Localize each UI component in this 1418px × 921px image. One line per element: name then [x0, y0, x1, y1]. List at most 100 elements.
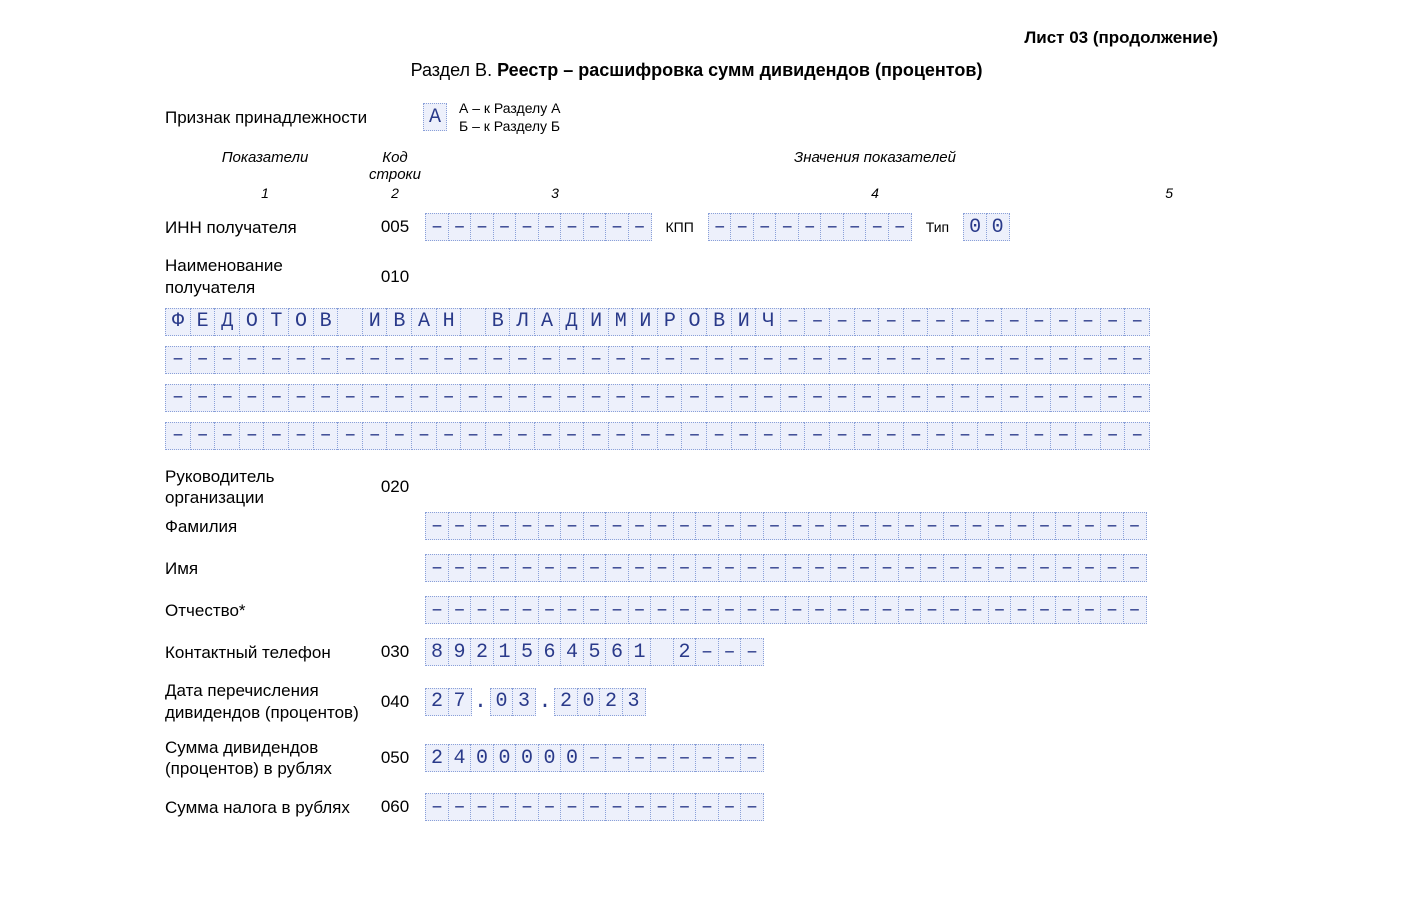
cell[interactable]: – [632, 422, 658, 450]
cell[interactable]: – [1055, 596, 1079, 624]
cell[interactable]: В [313, 308, 339, 336]
cell[interactable]: – [854, 346, 880, 374]
cell[interactable]: – [875, 596, 899, 624]
cell[interactable]: – [927, 384, 953, 412]
cell[interactable]: – [608, 422, 634, 450]
cell[interactable]: – [509, 384, 535, 412]
cell[interactable]: – [830, 512, 854, 540]
cell[interactable]: 0 [538, 744, 562, 772]
cells-phone[interactable]: 89215645612––– [425, 638, 764, 666]
cell[interactable]: – [755, 346, 781, 374]
cell[interactable]: – [903, 384, 929, 412]
cell[interactable]: – [740, 793, 764, 821]
cell[interactable]: – [1033, 596, 1057, 624]
cell[interactable]: – [943, 554, 967, 582]
cell[interactable]: – [718, 793, 742, 821]
cell[interactable]: – [583, 422, 609, 450]
cell[interactable]: – [1078, 554, 1102, 582]
cell[interactable]: – [493, 596, 517, 624]
cell[interactable]: – [214, 422, 240, 450]
cell[interactable]: – [583, 512, 607, 540]
cell[interactable]: – [977, 422, 1003, 450]
cell[interactable]: – [1124, 308, 1150, 336]
cell[interactable]: – [628, 554, 652, 582]
cell[interactable]: И [731, 308, 757, 336]
cell[interactable]: – [755, 384, 781, 412]
cell[interactable]: – [657, 346, 683, 374]
cell[interactable]: – [718, 596, 742, 624]
cells-patr[interactable]: –––––––––––––––––––––––––––––––– [425, 596, 1147, 624]
cell[interactable]: – [386, 422, 412, 450]
cell[interactable]: – [628, 213, 652, 241]
cell[interactable]: – [583, 554, 607, 582]
cell[interactable]: – [313, 422, 339, 450]
cell[interactable]: – [485, 346, 511, 374]
cell[interactable]: Ч [755, 308, 781, 336]
cell[interactable]: – [650, 744, 674, 772]
cell[interactable]: – [538, 213, 562, 241]
cell[interactable]: – [362, 384, 388, 412]
cell[interactable]: Е [190, 308, 216, 336]
cell[interactable]: – [448, 596, 472, 624]
cell[interactable]: – [460, 384, 486, 412]
cell[interactable]: – [1050, 422, 1076, 450]
cell[interactable]: И [583, 308, 609, 336]
cell[interactable]: Д [559, 308, 585, 336]
cell[interactable] [337, 308, 363, 336]
cell[interactable]: – [878, 346, 904, 374]
cell[interactable]: – [288, 422, 314, 450]
cell[interactable]: – [386, 346, 412, 374]
cell[interactable]: – [780, 346, 806, 374]
cell[interactable]: – [337, 346, 363, 374]
cell[interactable]: – [952, 308, 978, 336]
cell[interactable]: – [509, 346, 535, 374]
cell[interactable]: – [460, 422, 486, 450]
cell[interactable]: – [448, 213, 472, 241]
cell[interactable]: 0 [577, 688, 601, 716]
cell[interactable]: – [583, 793, 607, 821]
cells-inn[interactable]: –––––––––– [425, 213, 652, 241]
cell[interactable]: – [425, 512, 449, 540]
cell[interactable]: – [718, 512, 742, 540]
cell[interactable]: – [313, 346, 339, 374]
cell[interactable]: – [1100, 422, 1126, 450]
cell[interactable]: – [785, 554, 809, 582]
cell[interactable]: – [493, 512, 517, 540]
cell[interactable]: – [829, 308, 855, 336]
cell[interactable]: – [875, 554, 899, 582]
cell[interactable]: 0 [470, 744, 494, 772]
cell[interactable]: – [718, 554, 742, 582]
cell[interactable]: – [362, 422, 388, 450]
cell[interactable]: – [695, 638, 719, 666]
cell[interactable]: – [559, 346, 585, 374]
cell[interactable]: 0 [490, 688, 514, 716]
cell[interactable]: – [650, 554, 674, 582]
cell[interactable]: – [583, 744, 607, 772]
cell[interactable]: – [785, 512, 809, 540]
cell[interactable]: – [1100, 346, 1126, 374]
cell[interactable]: – [755, 422, 781, 450]
cell[interactable]: – [411, 422, 437, 450]
cell[interactable]: – [785, 596, 809, 624]
cell[interactable]: – [903, 422, 929, 450]
cell[interactable]: – [731, 422, 757, 450]
cell[interactable]: – [263, 384, 289, 412]
cell[interactable]: – [952, 384, 978, 412]
cell[interactable]: – [1123, 596, 1147, 624]
cells-fam[interactable]: –––––––––––––––––––––––––––––––– [425, 512, 1147, 540]
cell[interactable]: – [673, 554, 697, 582]
cell[interactable]: – [538, 512, 562, 540]
cell[interactable]: – [337, 384, 363, 412]
cell[interactable]: – [798, 213, 822, 241]
cell[interactable]: – [804, 346, 830, 374]
cell[interactable]: – [515, 793, 539, 821]
cell[interactable]: – [988, 554, 1012, 582]
cell[interactable]: – [515, 596, 539, 624]
cell[interactable]: – [657, 422, 683, 450]
cell[interactable]: – [628, 744, 652, 772]
cell[interactable]: – [1001, 308, 1027, 336]
cells-name-1[interactable]: ФЕДОТОВИВАНВЛАДИМИРОВИЧ––––––––––––––– [165, 308, 1228, 336]
cell[interactable]: 0 [986, 213, 1010, 241]
cell[interactable]: – [534, 384, 560, 412]
cell[interactable]: – [965, 596, 989, 624]
